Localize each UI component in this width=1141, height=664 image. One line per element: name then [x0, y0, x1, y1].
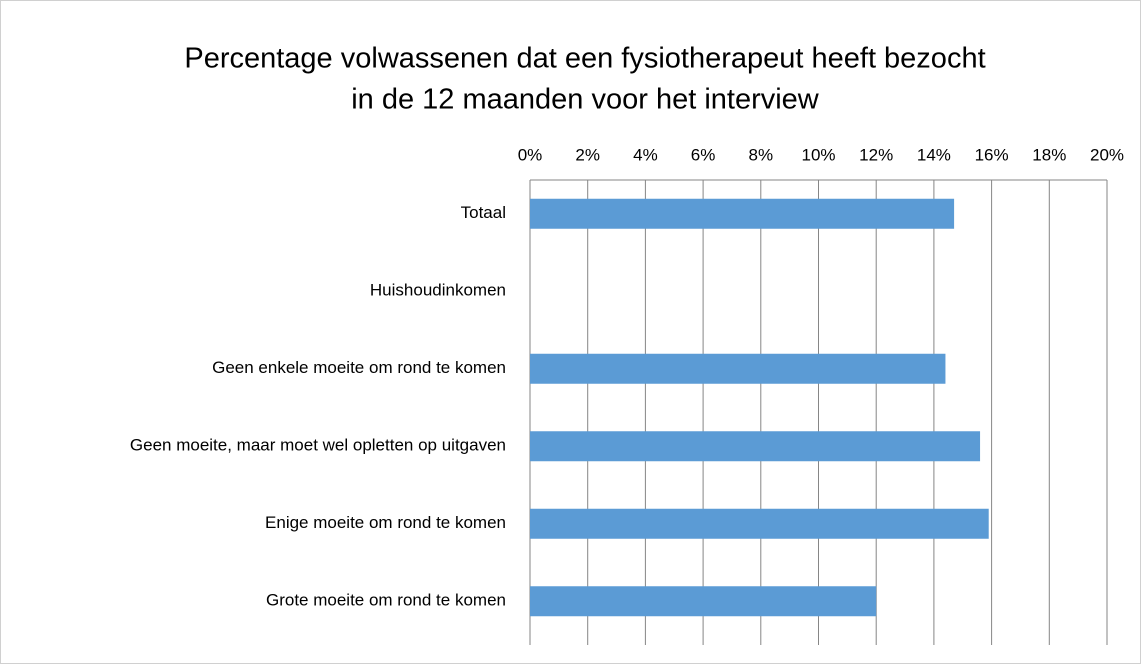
bar	[530, 431, 981, 462]
bar	[530, 586, 877, 617]
y-tick-label: Grote moeite om rond te komen	[266, 591, 506, 610]
x-tick-label: 8%	[749, 145, 774, 164]
x-tick-label: 4%	[633, 145, 658, 164]
y-tick-label: Totaal	[461, 203, 506, 222]
x-tick-label: 16%	[975, 145, 1009, 164]
chart-title: in de 12 maanden voor het interview	[351, 84, 820, 116]
x-tick-label: 10%	[801, 145, 835, 164]
x-tick-label: 2%	[575, 145, 600, 164]
chart-title: Percentage volwassenen dat een fysiother…	[184, 43, 985, 75]
bar	[530, 508, 989, 539]
x-tick-label: 18%	[1032, 145, 1066, 164]
y-tick-label: Huishoudinkomen	[370, 281, 506, 300]
x-tick-label: 20%	[1090, 145, 1124, 164]
y-tick-label: Enige moeite om rond te komen	[265, 513, 506, 532]
y-tick-label: Geen enkele moeite om rond te komen	[212, 358, 506, 377]
x-tick-label: 14%	[917, 145, 951, 164]
x-tick-label: 0%	[518, 145, 543, 164]
x-tick-label: 12%	[859, 145, 893, 164]
y-tick-label: Geen moeite, maar moet wel opletten op u…	[130, 436, 506, 455]
x-tick-label: 6%	[691, 145, 716, 164]
bar	[530, 198, 955, 229]
bar	[530, 353, 946, 384]
